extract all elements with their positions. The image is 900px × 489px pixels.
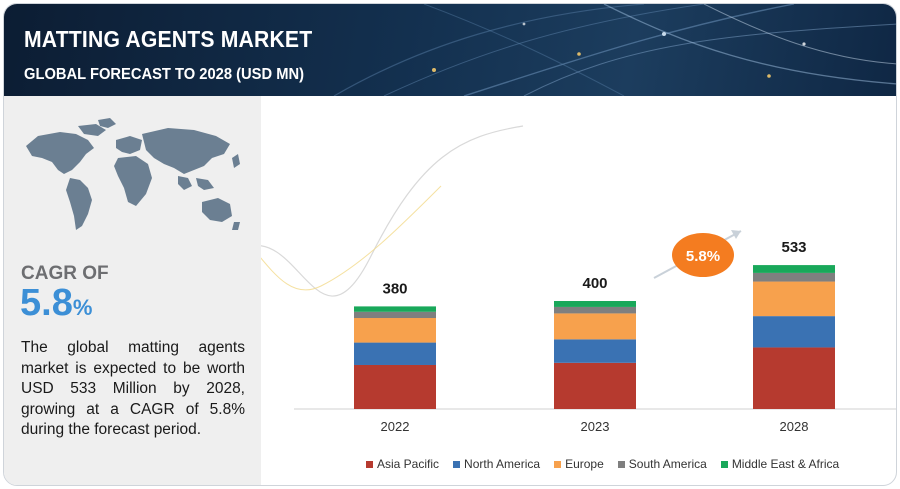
world-map-icon: [26, 118, 240, 230]
bar-segment-middle-east-africa-2022: [354, 306, 436, 312]
background-swirl-gold: [261, 185, 442, 291]
legend-swatch: [617, 460, 625, 468]
background-swirl-gray: [261, 125, 524, 297]
legend-label: South America: [628, 457, 707, 471]
legend-label: Europe: [565, 457, 604, 471]
legend-label: Middle East & Africa: [731, 457, 840, 471]
bar-total-label-2023: 400: [582, 275, 607, 292]
header-background-decoration: [333, 4, 896, 96]
cagr-label: CAGR OF: [21, 263, 109, 284]
legend-item-europe: Europe: [554, 457, 604, 471]
bar-segment-north-america-2022: [354, 342, 436, 365]
left-info-panel: CAGR OF 5.8% The global matting agents m…: [4, 96, 261, 485]
bar-segment-south-america-2022: [354, 311, 436, 319]
legend-label: Asia Pacific: [377, 457, 440, 471]
bar-segment-europe-2028: [753, 281, 835, 317]
legend-item-north-america: North America: [453, 457, 540, 471]
header-banner: MATTING AGENTS MARKET GLOBAL FORECAST TO…: [4, 4, 896, 96]
page-title: MATTING AGENTS MARKET: [24, 26, 313, 52]
stacked-bar-chart: 380 2022 400 2023 533 2028 5.8%: [261, 125, 896, 434]
x-tick-label-2022: 2022: [381, 419, 410, 434]
bar-segment-north-america-2028: [753, 316, 835, 348]
legend-item-middle-east-africa: Middle East & Africa: [720, 457, 840, 471]
legend-swatch: [554, 460, 562, 468]
legend-swatch: [720, 460, 728, 468]
market-description: The global matting agents market is expe…: [21, 339, 245, 438]
bar-segment-asia-pacific-2023: [554, 362, 636, 409]
cagr-growth-badge-label: 5.8%: [686, 248, 720, 265]
bar-segment-asia-pacific-2022: [354, 364, 436, 409]
bar-segment-europe-2022: [354, 318, 436, 343]
growth-arrow-head: [731, 230, 741, 239]
legend-swatch: [366, 460, 373, 468]
legend-label: North America: [464, 457, 541, 471]
bar-segment-middle-east-africa-2023: [554, 301, 636, 307]
bar-segment-asia-pacific-2028: [753, 347, 835, 409]
bar-segment-south-america-2028: [753, 272, 835, 282]
legend-item-south-america: South America: [617, 457, 707, 471]
cagr-growth-badge: [672, 233, 734, 277]
bar-segment-middle-east-africa-2028: [753, 265, 835, 273]
infographic-frame: MATTING AGENTS MARKET GLOBAL FORECAST TO…: [3, 3, 897, 486]
legend-swatch: [453, 460, 461, 468]
cagr-percent-sign: %: [72, 295, 93, 320]
cagr-value: 5.8%: [20, 282, 92, 325]
legend-item-asia-pacific: Asia Pacific: [366, 457, 439, 471]
bar-total-label-2028: 533: [781, 239, 806, 256]
bar-segment-europe-2023: [554, 313, 636, 340]
cagr-number: 5.8: [20, 282, 73, 324]
chart-legend: Asia Pacific North America Europe South Ame…: [366, 457, 853, 471]
x-tick-label-2028: 2028: [780, 419, 809, 434]
bar-segment-south-america-2023: [554, 306, 636, 314]
x-tick-label-2023: 2023: [581, 419, 610, 434]
bar-segment-north-america-2023: [554, 339, 636, 363]
bar-total-label-2022: 380: [382, 280, 407, 297]
page-subtitle: GLOBAL FORECAST TO 2028 (USD MN): [24, 66, 304, 83]
